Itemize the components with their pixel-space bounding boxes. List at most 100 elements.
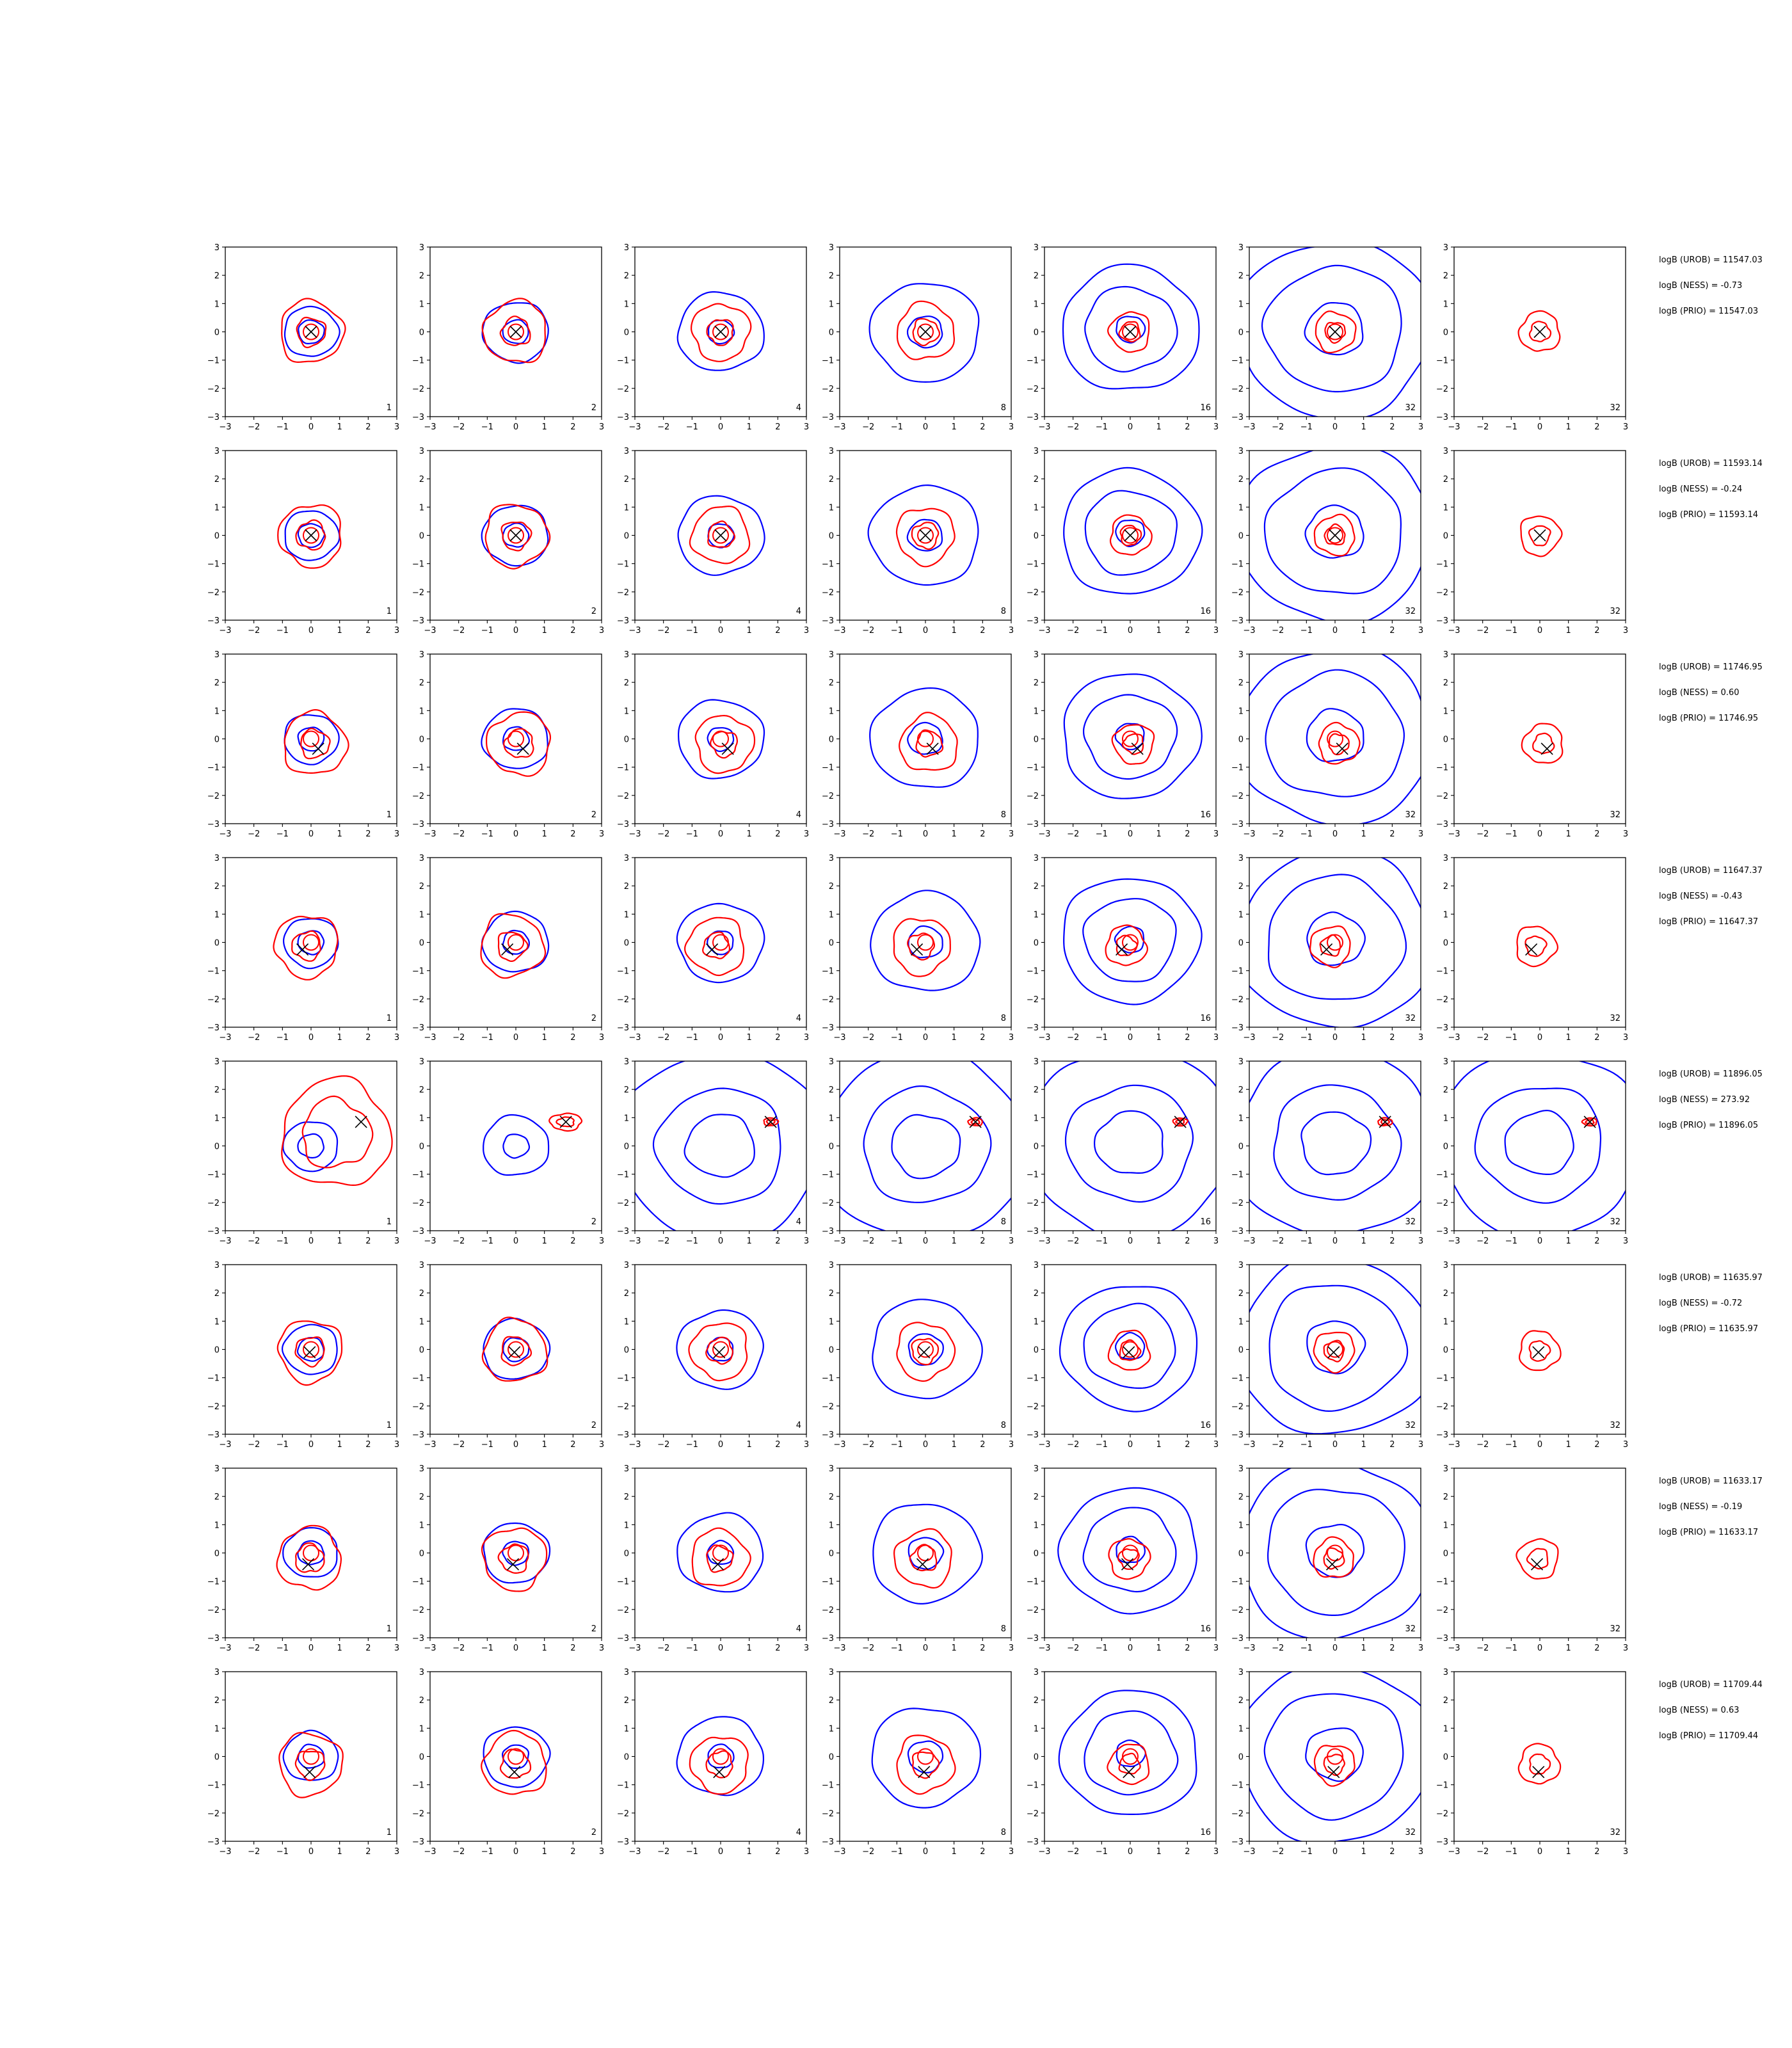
center-contour [917, 323, 934, 340]
x-tick-label: −2 [862, 1033, 874, 1043]
x-tick-label: 3 [804, 1236, 809, 1246]
x-tick-label: −3 [1243, 1236, 1255, 1246]
row-stats: logB (UROB) = 11896.05 logB (NESS) = 273.… [1659, 1069, 1763, 1130]
center-contour [1122, 323, 1139, 340]
red-contour [689, 1736, 749, 1795]
plot-area [1516, 925, 1558, 968]
true-value-marker [1525, 943, 1538, 956]
plot-area [1249, 1672, 1421, 1841]
x-tick-label: −1 [481, 422, 493, 432]
x-tick-label: −3 [1038, 1033, 1050, 1043]
x-tick-label: −2 [862, 1644, 874, 1653]
y-tick-label: −1 [1231, 764, 1244, 773]
x-tick-label: 1 [952, 1033, 957, 1043]
axes-frame [225, 1671, 397, 1842]
red-contour [1528, 321, 1552, 342]
x-tick-label: 2 [1594, 1440, 1599, 1450]
x-tick-label: 0 [1332, 1847, 1338, 1857]
red-contour [1309, 925, 1351, 968]
red-contour [896, 300, 955, 360]
x-tick-label: 0 [1128, 829, 1133, 839]
x-tick-label: −3 [1448, 626, 1460, 636]
y-tick-label: 1 [1238, 910, 1244, 920]
y-tick-label: 1 [829, 910, 834, 920]
x-tick-label: −3 [1038, 1440, 1050, 1450]
y-tick-label: −2 [412, 1402, 424, 1412]
panel-tag: 16 [1200, 1624, 1211, 1634]
center-contour [1327, 1748, 1343, 1765]
x-tick-label: 2 [1594, 1033, 1599, 1043]
y-tick-label: 3 [829, 1464, 834, 1474]
x-tick-label: 0 [1537, 1644, 1542, 1653]
y-tick-label: −3 [412, 1634, 424, 1644]
x-tick-label: −1 [276, 1847, 289, 1857]
center-contour [1122, 1748, 1139, 1765]
plot-area [870, 890, 981, 991]
x-tick-label: 1 [542, 1440, 547, 1450]
y-tick-label: 2 [1034, 678, 1039, 688]
plot-area [481, 1726, 551, 1795]
y-tick-label: 3 [1034, 1057, 1039, 1067]
x-tick-label: 1 [747, 1033, 752, 1043]
blue-contour [1057, 1487, 1197, 1615]
y-tick-label: −1 [1231, 560, 1244, 570]
blue-contour [282, 1121, 339, 1172]
plot-area [871, 1708, 982, 1809]
true-value-marker [509, 529, 522, 542]
y-tick-label: −2 [207, 385, 220, 394]
stat-line: logB (PRIO) = 11547.03 [1659, 307, 1758, 316]
y-tick-label: −2 [822, 1402, 834, 1412]
plot-area [1249, 654, 1421, 824]
y-tick-label: 1 [419, 300, 424, 309]
blue-contour [282, 1527, 338, 1578]
y-tick-label: 0 [419, 1549, 424, 1559]
blue-contour [908, 925, 943, 959]
panel-tag: 2 [591, 1421, 596, 1430]
y-tick-label: 3 [1238, 650, 1244, 660]
x-tick-label: −3 [1243, 626, 1255, 636]
blue-contour [1306, 708, 1364, 762]
true-value-marker [1327, 1346, 1340, 1359]
blue-contour [677, 495, 765, 576]
y-tick-label: −3 [207, 1837, 220, 1847]
y-tick-label: −2 [412, 1809, 424, 1819]
x-tick-label: 2 [1389, 1033, 1395, 1043]
x-tick-label: −3 [1038, 829, 1050, 839]
x-tick-label: −1 [686, 1644, 698, 1653]
x-tick-label: 3 [599, 626, 604, 636]
x-tick-label: −3 [628, 1644, 641, 1653]
red-contour [688, 1322, 748, 1382]
y-tick-label: −3 [412, 1837, 424, 1847]
blue-contour [908, 1537, 945, 1570]
panel-tag: 16 [1200, 1217, 1211, 1227]
y-tick-label: 0 [1238, 1753, 1244, 1763]
red-contour [911, 1751, 940, 1779]
blue-contour [1082, 898, 1177, 982]
plot-area [1249, 1265, 1421, 1434]
x-tick-label: 2 [1594, 1847, 1599, 1857]
x-tick-label: −3 [1038, 1847, 1050, 1857]
true-value-marker [1320, 943, 1333, 956]
y-tick-label: 2 [624, 678, 629, 688]
y-tick-label: 2 [1034, 882, 1039, 892]
x-tick-label: −1 [1096, 1847, 1108, 1857]
axes-frame [1249, 1468, 1421, 1638]
red-contour [1107, 1329, 1151, 1371]
axes-frame [1453, 857, 1626, 1028]
blue-contour [1063, 467, 1203, 595]
plot-area [273, 915, 339, 980]
y-tick-label: 1 [1238, 1521, 1244, 1530]
y-tick-label: 3 [1443, 1464, 1448, 1474]
blue-contour [1306, 1320, 1366, 1375]
y-tick-label: −1 [1027, 1781, 1039, 1791]
x-tick-label: −2 [1476, 1644, 1489, 1653]
panel-tag: 32 [1405, 1421, 1416, 1430]
y-tick-label: −1 [412, 967, 424, 977]
x-tick-label: 2 [1389, 1440, 1395, 1450]
panel-r8-c5: −3−3 −2 −2 −1 −1 0 0 1 1 2 2 3 3 16 [1027, 1668, 1219, 1857]
plot-area [284, 709, 349, 774]
